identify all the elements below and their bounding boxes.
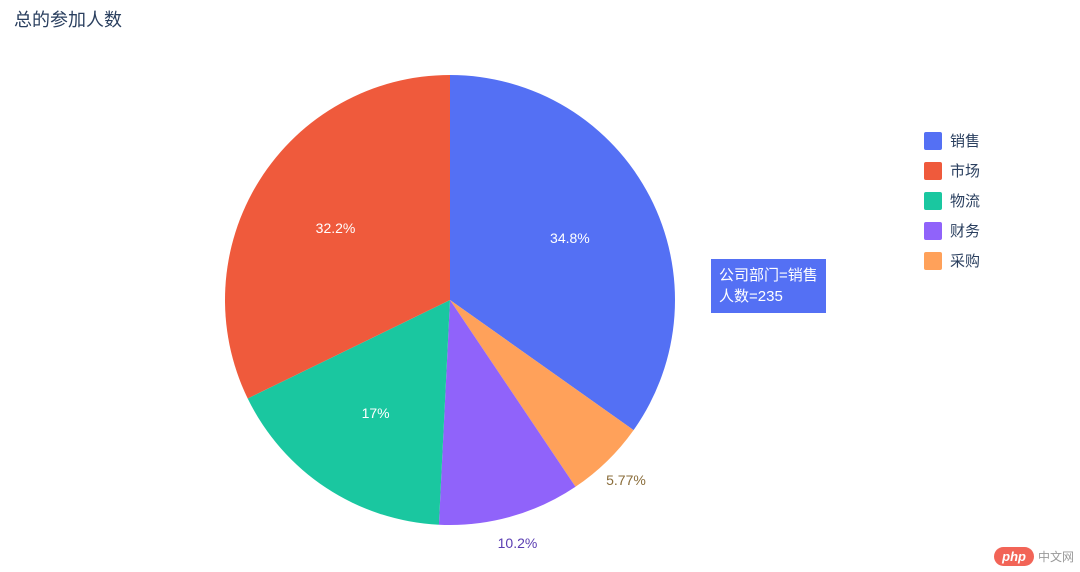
legend-item-采购[interactable]: 采购: [924, 250, 980, 271]
legend-swatch: [924, 132, 942, 150]
legend-item-销售[interactable]: 销售: [924, 130, 980, 151]
legend-item-市场[interactable]: 市场: [924, 160, 980, 181]
legend-label: 物流: [950, 190, 980, 211]
legend-item-物流[interactable]: 物流: [924, 190, 980, 211]
slice-label-财务: 10.2%: [498, 535, 538, 551]
legend: 销售市场物流财务采购: [924, 130, 980, 271]
watermark-badge: php: [994, 547, 1034, 566]
legend-label: 采购: [950, 250, 980, 271]
chart-title: 总的参加人数: [14, 6, 122, 32]
legend-label: 财务: [950, 220, 980, 241]
tooltip-line-2: 人数=235: [719, 286, 818, 307]
legend-label: 销售: [950, 130, 980, 151]
slice-label-物流: 17%: [362, 405, 390, 421]
slice-label-市场: 32.2%: [316, 220, 356, 236]
legend-swatch: [924, 192, 942, 210]
pie-chart[interactable]: 34.8% 5.77% 10.2% 17% 32.2%: [200, 50, 700, 550]
legend-item-财务[interactable]: 财务: [924, 220, 980, 241]
legend-swatch: [924, 162, 942, 180]
legend-swatch: [924, 252, 942, 270]
legend-swatch: [924, 222, 942, 240]
legend-label: 市场: [950, 160, 980, 181]
hover-tooltip: 公司部门=销售 人数=235: [710, 258, 827, 314]
slice-label-采购: 5.77%: [606, 472, 646, 488]
watermark-text: 中文网: [1038, 548, 1074, 565]
tooltip-line-1: 公司部门=销售: [719, 265, 818, 286]
watermark: php 中文网: [994, 547, 1074, 566]
slice-label-销售: 34.8%: [550, 230, 590, 246]
